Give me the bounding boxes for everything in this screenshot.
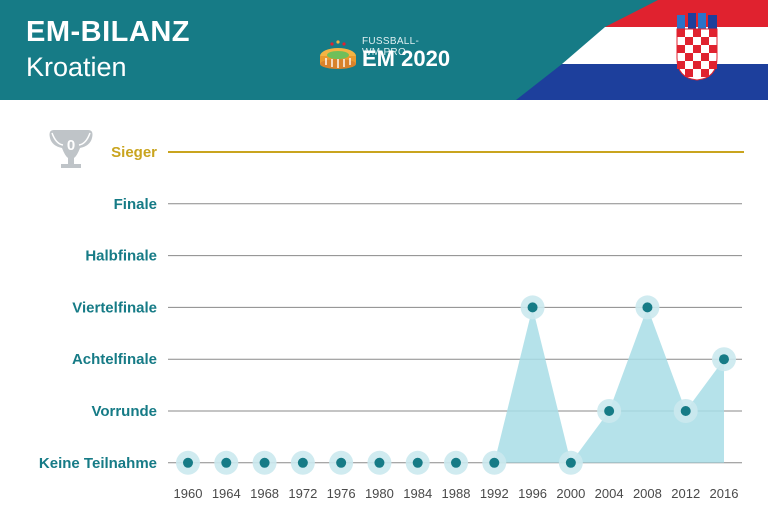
data-point[interactable] [290, 450, 315, 475]
data-point[interactable] [482, 450, 507, 475]
checker-square [677, 29, 685, 37]
data-point[interactable] [405, 450, 430, 475]
checker-square [685, 37, 693, 45]
x-tick-label: 1980 [365, 486, 394, 501]
y-axis-labels: Keine Teilnahme Vorrunde Achtelfinale Viert… [39, 144, 157, 472]
area-fill [188, 307, 724, 463]
checker-square [701, 37, 709, 45]
data-point[interactable] [176, 450, 200, 475]
checker-square [693, 45, 701, 53]
checker-square [693, 61, 701, 69]
x-tick-label: 1976 [327, 486, 356, 501]
data-point[interactable] [673, 399, 698, 423]
y-tick-label: Keine Teilnahme [39, 455, 157, 472]
data-point-dot [642, 302, 653, 313]
croatia-flag [516, 0, 768, 100]
x-tick-label: 1984 [403, 486, 432, 501]
data-point-dot [374, 457, 385, 468]
data-point[interactable] [558, 450, 583, 475]
x-tick-label: 1972 [288, 486, 317, 501]
y-tick-label: Achtelfinale [72, 351, 157, 368]
page-title: EM-BILANZ [26, 16, 190, 48]
checkerboard-pattern [677, 29, 717, 77]
checker-square [709, 61, 717, 69]
data-point[interactable] [329, 450, 354, 475]
y-tick-label: Vorrunde [91, 403, 157, 420]
area-series [188, 307, 724, 463]
checker-square [677, 45, 685, 53]
data-point[interactable] [367, 450, 392, 475]
page-subtitle: Kroatien [26, 52, 127, 82]
data-point[interactable] [712, 347, 736, 372]
data-point[interactable] [520, 295, 545, 320]
x-tick-label: 1992 [480, 486, 509, 501]
data-point-dot [604, 406, 615, 416]
data-point[interactable] [597, 399, 622, 423]
checker-square [701, 69, 709, 77]
croatia-coat-of-arms-icon [676, 13, 718, 81]
y-tick-label: Sieger [111, 144, 157, 161]
trophy-count: 0 [67, 137, 75, 154]
checker-square [709, 29, 717, 37]
y-tick-label: Viertelfinale [72, 299, 157, 316]
data-point-dot [297, 457, 308, 468]
x-tick-label: 1960 [174, 486, 203, 501]
checker-square [677, 61, 685, 69]
data-point-dot [565, 457, 576, 468]
x-tick-label: 2016 [710, 486, 739, 501]
logo-event-name: EM 2020 [362, 46, 451, 71]
data-point-dot [336, 457, 347, 468]
data-point[interactable] [252, 450, 277, 475]
flag-white-stripe [562, 27, 768, 64]
site-logo[interactable]: FUSSBALL-WM.PRO EM 2020 [318, 36, 458, 76]
checker-square [685, 69, 693, 77]
header: EM-BILANZ Kroatien FUSSBALL-WM.PRO EM 20… [0, 0, 768, 100]
data-point[interactable] [444, 450, 468, 475]
checker-square [701, 53, 709, 61]
x-tick-label: 1996 [518, 486, 547, 501]
data-point-dot [489, 457, 500, 468]
stadium-icon [320, 40, 356, 69]
data-point-dot [527, 302, 538, 313]
y-tick-label: Finale [114, 196, 157, 213]
data-point-dot [719, 354, 729, 365]
x-axis-labels: 1960 1964 1968 1972 1976 1980 1984 1988 1992 1996… [174, 486, 739, 501]
checker-square [685, 53, 693, 61]
data-points [176, 295, 736, 475]
x-tick-label: 2004 [595, 486, 624, 501]
y-tick-label: Halbfinale [85, 248, 157, 265]
x-tick-label: 1964 [212, 486, 241, 501]
chart: Keine Teilnahme Vorrunde Achtelfinale Viert… [39, 130, 744, 501]
data-point-dot [412, 457, 423, 468]
x-tick-label: 1968 [250, 486, 279, 501]
data-point-dot [451, 457, 461, 468]
logo-site-name: FUSSBALL-WM.PRO [362, 36, 420, 58]
data-point-dot [221, 457, 232, 468]
flag-red-stripe [605, 0, 768, 27]
data-point-dot [680, 406, 691, 416]
data-point-dot [259, 457, 270, 468]
x-tick-label: 2012 [671, 486, 700, 501]
x-tick-label: 1988 [442, 486, 471, 501]
x-tick-label: 2000 [556, 486, 585, 501]
trophy-icon: 0 [49, 130, 93, 168]
x-tick-label: 2008 [633, 486, 662, 501]
data-point[interactable] [214, 450, 239, 475]
data-point-dot [183, 457, 193, 468]
checker-square [709, 45, 717, 53]
data-point[interactable] [635, 295, 660, 320]
flag-blue-stripe [516, 64, 768, 100]
checker-square [693, 29, 701, 37]
